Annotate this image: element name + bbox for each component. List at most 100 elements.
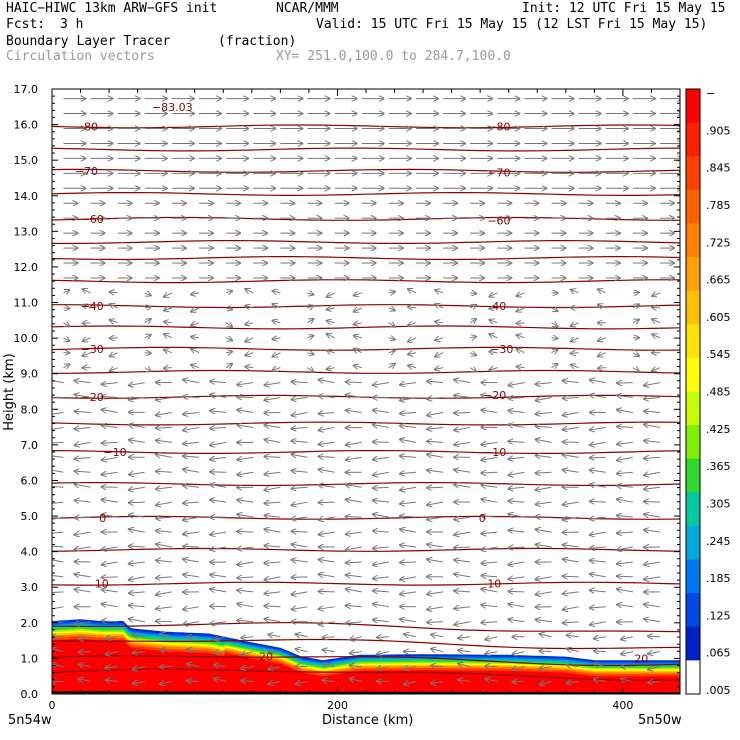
wind-vector	[129, 529, 145, 532]
temperature-contour-line	[52, 421, 680, 426]
wind-vector	[354, 308, 362, 312]
wind-vector	[516, 308, 525, 312]
wind-vector	[435, 290, 444, 293]
wind-vector	[508, 457, 525, 459]
wind-vector	[536, 383, 552, 385]
wind-vector	[427, 470, 444, 472]
wind-vector	[644, 487, 661, 489]
temperature-contour-line	[52, 304, 680, 309]
temperature-contour-line	[52, 450, 680, 454]
wind-vector	[291, 531, 308, 532]
wind-vector	[652, 334, 661, 337]
wind-vector	[400, 545, 417, 547]
wind-vector	[144, 335, 151, 338]
wind-vector	[512, 667, 525, 670]
wind-vector	[133, 635, 145, 637]
wind-vector	[594, 679, 606, 681]
wind-vector	[644, 383, 661, 386]
temperature-contour-line	[52, 638, 680, 650]
y-tick-label: 3.0	[21, 581, 39, 594]
wind-vector	[481, 442, 498, 444]
wind-vector	[590, 590, 606, 592]
wind-vector	[567, 682, 579, 683]
wind-vector	[481, 485, 498, 487]
wind-vector	[632, 319, 639, 322]
wind-vector	[307, 319, 313, 323]
wind-vector	[75, 532, 91, 535]
wind-vector	[156, 544, 172, 547]
wind-vector	[508, 562, 525, 565]
wind-vector	[481, 499, 498, 502]
wind-vector	[551, 364, 558, 368]
wind-vector	[644, 424, 661, 427]
wind-vector	[237, 577, 254, 578]
wind-vector	[214, 679, 227, 682]
wind-vector	[454, 427, 471, 430]
colorbar-label: .665	[706, 274, 731, 287]
temperature-contour-line	[52, 394, 680, 399]
wind-vector	[52, 546, 64, 547]
wind-vector	[237, 531, 254, 532]
colorbar-swatch	[686, 223, 700, 258]
wind-vector	[632, 353, 639, 356]
wind-vector	[540, 634, 552, 637]
temperature-contour-line	[52, 147, 680, 152]
wind-vector	[210, 589, 227, 592]
wind-vector	[319, 380, 335, 383]
contour-labels: 20 20 10 10 0 0 −10 −10 −20 −20 −30 −30 −40 −40 −60 −60…	[75, 101, 648, 666]
contour-label: −60	[81, 213, 104, 226]
wind-vector	[156, 487, 172, 489]
wind-vector	[156, 502, 172, 505]
y-tick-label: 6.0	[21, 474, 39, 487]
wind-vector	[319, 485, 335, 487]
wind-vector	[516, 349, 525, 353]
wind-vector	[427, 398, 444, 399]
wind-vector	[295, 682, 308, 684]
wind-vector	[594, 651, 606, 652]
wind-vector	[75, 622, 91, 624]
wind-vector	[346, 457, 362, 460]
wind-vector	[323, 664, 335, 667]
wind-vector	[226, 352, 232, 353]
wind-vector	[264, 545, 281, 547]
wind-vector	[458, 664, 471, 667]
wind-vector	[617, 457, 633, 460]
wind-vector	[485, 652, 498, 654]
wind-vector	[404, 682, 417, 685]
wind-vector	[400, 562, 416, 563]
wind-vector	[272, 368, 281, 371]
wind-vector	[354, 349, 362, 353]
wind-vector	[237, 590, 254, 592]
wind-vector	[272, 353, 281, 357]
wind-vector	[536, 577, 552, 580]
contour-label: 20	[634, 652, 648, 665]
contour-label: −20	[81, 391, 104, 404]
wind-vector	[590, 532, 606, 535]
colorbar-swatch	[686, 458, 700, 493]
wind-vector	[52, 455, 64, 457]
wind-vector	[400, 619, 417, 622]
wind-vector	[590, 574, 606, 577]
wind-vector	[245, 367, 254, 368]
wind-vector	[319, 427, 335, 430]
wind-vector	[79, 679, 91, 682]
colorbar: − .905 .845 .785 .725 .665 .605 .545 .485 .425 .36…	[685, 87, 731, 697]
wind-vector	[110, 353, 118, 357]
wind-vector	[307, 353, 313, 355]
init-time: Init: 12 UTC Fri 15 May 15	[522, 1, 726, 16]
wind-vector	[617, 410, 633, 413]
wind-vector	[408, 338, 417, 342]
colorbar-swatch	[686, 89, 700, 124]
wind-vector	[241, 652, 254, 655]
temperature-contour-line	[52, 482, 680, 487]
wind-vector	[408, 307, 417, 308]
wind-vector	[408, 289, 417, 293]
wind-vector	[481, 622, 498, 623]
wind-vector	[183, 456, 200, 457]
wind-vector	[144, 293, 151, 296]
cross-section-endpoints: XY= 251.0,100.0 to 284.7,100.0	[276, 49, 511, 64]
wind-vector	[264, 529, 281, 532]
colorbar-label: −	[706, 87, 715, 100]
y-tick-label: 15.0	[14, 154, 39, 167]
wind-vector	[621, 679, 634, 681]
